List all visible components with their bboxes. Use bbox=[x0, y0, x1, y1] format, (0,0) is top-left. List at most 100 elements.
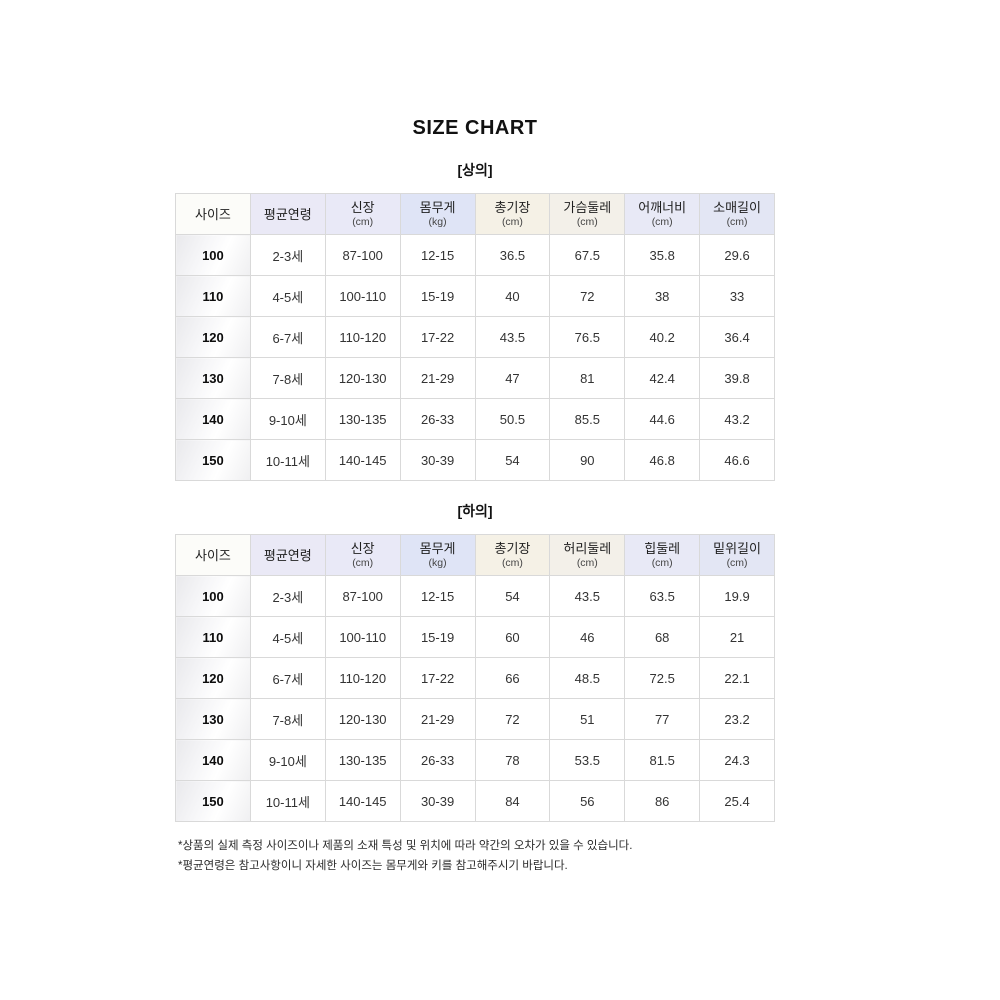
header-row: 사이즈 평균연령 신장 (cm) 몸무게 (kg) 총기장 (cm) 가슴둘레 (cm) 어깨너비(… bbox=[175, 193, 775, 235]
value-cell: 40.2 bbox=[624, 316, 701, 358]
value-cell: 53.5 bbox=[549, 739, 626, 781]
bottoms-size-table: 사이즈 평균연령 신장 (cm) 몸무게 (kg) 총기장 (cm) 허리둘레 (cm) 힙둘레 (c… bbox=[175, 534, 775, 822]
section-label-tops: [상의] bbox=[457, 162, 493, 178]
table-row: 120 6-7세 110-120 17-22 43.5 76.5 40.2 36.4 bbox=[175, 316, 775, 358]
table-row: 130 7-8세 120-130 21-29 72 51 77 23.2 bbox=[175, 698, 775, 740]
size-cell: 140 bbox=[175, 398, 251, 440]
value-cell: 19.9 bbox=[699, 575, 775, 617]
value-cell: 43.2 bbox=[699, 398, 775, 440]
value-cell: 21-29 bbox=[399, 357, 476, 399]
value-cell: 67.5 bbox=[549, 234, 626, 276]
value-cell: 66 bbox=[474, 657, 551, 699]
value-cell: 68 bbox=[624, 616, 701, 658]
value-cell: 140-145 bbox=[324, 439, 401, 481]
size-cell: 120 bbox=[175, 657, 251, 699]
value-cell: 48.5 bbox=[549, 657, 626, 699]
value-cell: 17-22 bbox=[399, 316, 476, 358]
column-header-label: 사이즈 bbox=[194, 547, 231, 563]
column-header: 가슴둘레 (cm) bbox=[549, 193, 626, 235]
column-header: 소매길이 (cm) bbox=[699, 193, 775, 235]
table-row: 100 2-3세 87-100 12-15 36.5 67.5 35.8 29.6 bbox=[175, 234, 775, 276]
value-cell: 24.3 bbox=[699, 739, 775, 781]
value-cell: 33 bbox=[699, 275, 775, 317]
value-cell: 78 bbox=[474, 739, 551, 781]
value-cell: 72.5 bbox=[624, 657, 701, 699]
column-header-label: 허리둘레 bbox=[563, 541, 612, 556]
column-header: 어깨너비 (cm) bbox=[624, 193, 701, 235]
value-cell: 36.4 bbox=[699, 316, 775, 358]
column-header-unit: (kg) bbox=[428, 557, 447, 569]
column-header: 평균연령 bbox=[249, 534, 326, 576]
value-cell: 81 bbox=[549, 357, 626, 399]
table-row: 120 6-7세 110-120 17-22 66 48.5 72.5 22.1 bbox=[175, 657, 775, 699]
value-cell: 120-130 bbox=[324, 698, 401, 740]
column-header: 사이즈 bbox=[175, 534, 251, 576]
value-cell: 26-33 bbox=[399, 739, 476, 781]
value-cell: 46.6 bbox=[699, 439, 775, 481]
size-cell: 150 bbox=[175, 780, 251, 822]
value-cell: 140-145 bbox=[324, 780, 401, 822]
value-cell: 10-11세 bbox=[249, 780, 326, 822]
value-cell: 40 bbox=[474, 275, 551, 317]
column-header-label: 신장 bbox=[350, 541, 375, 556]
value-cell: 22.1 bbox=[699, 657, 775, 699]
value-cell: 30-39 bbox=[399, 439, 476, 481]
value-cell: 2-3세 bbox=[249, 234, 326, 276]
value-cell: 17-22 bbox=[399, 657, 476, 699]
value-cell: 44.6 bbox=[624, 398, 701, 440]
value-cell: 43.5 bbox=[474, 316, 551, 358]
value-cell: 30-39 bbox=[399, 780, 476, 822]
size-cell: 110 bbox=[175, 616, 251, 658]
value-cell: 120-130 bbox=[324, 357, 401, 399]
size-cell: 150 bbox=[175, 439, 251, 481]
value-cell: 15-19 bbox=[399, 275, 476, 317]
column-header-unit: (cm) bbox=[501, 557, 523, 569]
size-cell: 140 bbox=[175, 739, 251, 781]
column-header: 총기장 (cm) bbox=[474, 534, 551, 576]
column-header: 신장 (cm) bbox=[324, 193, 401, 235]
value-cell: 85.5 bbox=[549, 398, 626, 440]
column-header-unit: (cm) bbox=[352, 216, 374, 228]
column-header-unit: (cm) bbox=[726, 557, 748, 569]
value-cell: 9-10세 bbox=[249, 739, 326, 781]
table-row: 140 9-10세 130-135 26-33 50.5 85.5 44.6 43.2 bbox=[175, 398, 775, 440]
column-header: 힙둘레 (cm) bbox=[624, 534, 701, 576]
table-row: 110 4-5세 100-110 15-19 40 72 38 33 bbox=[175, 275, 775, 317]
value-cell: 56 bbox=[549, 780, 626, 822]
value-cell: 29.6 bbox=[699, 234, 775, 276]
header-row: 사이즈 평균연령 신장 (cm) 몸무게 (kg) 총기장 (cm) 허리둘레 (cm) 힙둘레 (c… bbox=[175, 534, 775, 576]
size-cell: 130 bbox=[175, 698, 251, 740]
column-header-unit: (cm) bbox=[576, 216, 598, 228]
column-header-label: 평균연령 bbox=[263, 547, 312, 563]
value-cell: 12-15 bbox=[399, 234, 476, 276]
column-header-unit: (cm) bbox=[352, 557, 374, 569]
value-cell: 4-5세 bbox=[249, 275, 326, 317]
column-header-label: 사이즈 bbox=[194, 206, 231, 222]
column-header-unit: (cm) bbox=[726, 216, 748, 228]
value-cell: 100-110 bbox=[324, 616, 401, 658]
footnotes: *상품의 실제 측정 사이즈이나 제품의 소재 특성 및 위치에 따라 약간의 … bbox=[175, 836, 775, 876]
value-cell: 72 bbox=[474, 698, 551, 740]
column-header: 밑위길이 (cm) bbox=[699, 534, 775, 576]
tops-size-table: 사이즈 평균연령 신장 (cm) 몸무게 (kg) 총기장 (cm) 가슴둘레 (cm) 어깨너비(… bbox=[175, 193, 775, 481]
value-cell: 26-33 bbox=[399, 398, 476, 440]
table-row: 130 7-8세 120-130 21-29 47 81 42.4 39.8 bbox=[175, 357, 775, 399]
value-cell: 4-5세 bbox=[249, 616, 326, 658]
column-header: 허리둘레 (cm) bbox=[549, 534, 626, 576]
column-header-label: 힙둘레 bbox=[644, 541, 681, 556]
value-cell: 77 bbox=[624, 698, 701, 740]
value-cell: 87-100 bbox=[324, 234, 401, 276]
column-header-label: 총기장 bbox=[494, 200, 531, 215]
column-header: 몸무게 (kg) bbox=[399, 193, 476, 235]
value-cell: 47 bbox=[474, 357, 551, 399]
value-cell: 130-135 bbox=[324, 398, 401, 440]
value-cell: 50.5 bbox=[474, 398, 551, 440]
column-header-label: 어깨너비 bbox=[638, 200, 687, 215]
value-cell: 36.5 bbox=[474, 234, 551, 276]
value-cell: 38 bbox=[624, 275, 701, 317]
value-cell: 110-120 bbox=[324, 657, 401, 699]
footnote-average-age-reference: *평균연령은 참고사항이니 자세한 사이즈는 몸무게와 키를 참고해주시기 바랍… bbox=[178, 860, 568, 872]
column-header: 몸무게 (kg) bbox=[399, 534, 476, 576]
value-cell: 6-7세 bbox=[249, 657, 326, 699]
